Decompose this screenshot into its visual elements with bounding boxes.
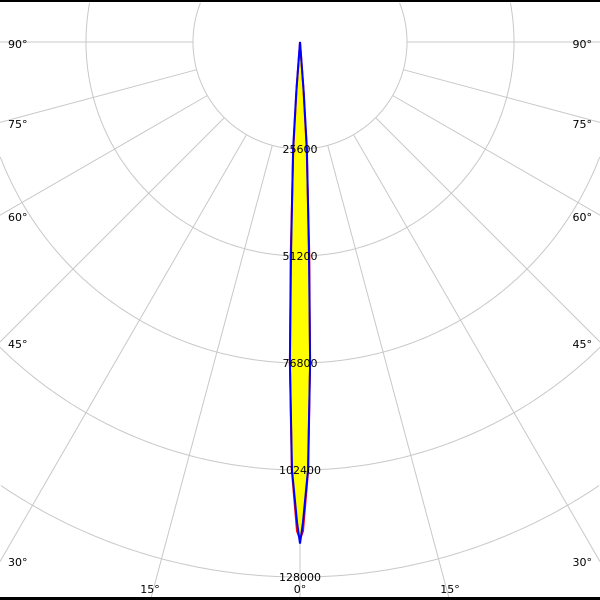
angle-label: 90° xyxy=(8,38,28,51)
ring-gridline xyxy=(0,156,600,364)
ring-gridline xyxy=(0,346,600,471)
radial-gridline xyxy=(327,145,450,597)
angle-label: 30° xyxy=(573,556,593,569)
ring-gridline xyxy=(0,485,600,578)
radial-gridline xyxy=(353,134,600,562)
radial-tick-label: 102400 xyxy=(279,464,321,477)
radial-gridline xyxy=(0,95,208,216)
angle-label: 0° xyxy=(294,583,307,596)
radial-gridline xyxy=(0,134,247,562)
radial-gridline xyxy=(375,117,600,343)
radial-tick-label: 51200 xyxy=(283,250,318,263)
intensity-curve-0 xyxy=(290,42,310,536)
radial-tick-label: 25600 xyxy=(283,143,318,156)
radial-gridline xyxy=(0,69,197,123)
ring-gridline xyxy=(192,2,408,150)
angle-label: 15° xyxy=(440,583,460,596)
angle-label: 30° xyxy=(8,556,28,569)
angle-label: 45° xyxy=(573,338,593,351)
radial-tick-label: 128000 xyxy=(279,571,321,584)
angle-label: 60° xyxy=(8,211,28,224)
radial-tick-label: 76800 xyxy=(283,357,318,370)
intensity-curve-2 xyxy=(288,41,312,544)
angle-label: 60° xyxy=(573,211,593,224)
radial-gridline xyxy=(150,145,273,597)
angle-label: 15° xyxy=(140,583,160,596)
angle-label: 90° xyxy=(573,38,593,51)
ring-gridline xyxy=(85,2,515,257)
angle-label: 45° xyxy=(8,338,28,351)
radial-gridline xyxy=(0,117,225,343)
radial-gridline xyxy=(403,69,600,123)
angle-label: 75° xyxy=(8,118,28,131)
radial-gridline xyxy=(392,95,600,216)
angle-label: 75° xyxy=(573,118,593,131)
